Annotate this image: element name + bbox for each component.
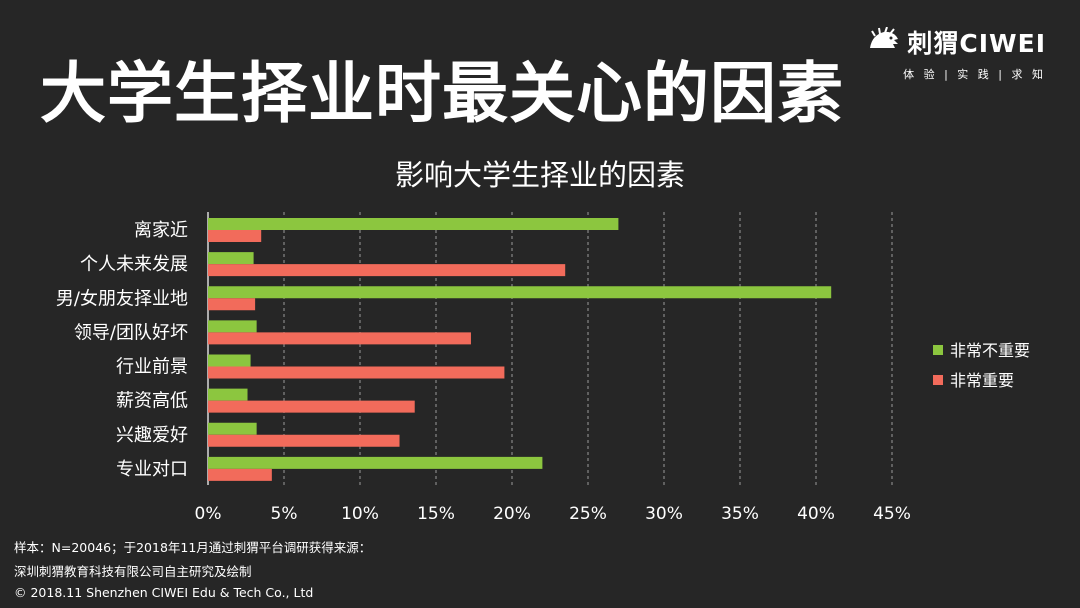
legend-swatch	[933, 375, 943, 385]
y-category-label: 领导/团队好坏	[74, 322, 188, 343]
bar-not-important	[208, 252, 254, 265]
x-tick-label: 45%	[873, 504, 911, 524]
bar-important	[208, 400, 415, 413]
x-tick-label: 35%	[721, 504, 759, 524]
x-tick-label: 0%	[195, 504, 222, 524]
chart-title: 影响大学生择业的因素	[394, 158, 685, 192]
x-tick-label: 15%	[417, 504, 455, 524]
bar-not-important	[208, 320, 257, 333]
y-category-label: 男/女朋友择业地	[56, 288, 188, 309]
bar-important	[208, 468, 272, 481]
brand-tagline: 体 验 | 实 践 | 求 知	[903, 68, 1046, 81]
y-category-label: 薪资高低	[116, 391, 188, 412]
bar-not-important	[208, 456, 543, 469]
x-tick-label: 20%	[493, 504, 531, 524]
brand-logo-row: 刺猬CIWEI	[870, 24, 1046, 60]
x-tick-label: 40%	[797, 504, 835, 524]
y-category-label: 行业前景	[116, 357, 188, 378]
y-category-label: 兴趣爱好	[116, 425, 188, 446]
bar-not-important	[208, 388, 248, 401]
bar-important	[208, 332, 471, 345]
bar-important	[208, 298, 256, 311]
bar-important	[208, 366, 505, 379]
brand-logo: 刺猬CIWEI 体 验 | 实 践 | 求 知	[870, 24, 1046, 82]
bar-not-important	[208, 218, 619, 230]
legend-swatch	[933, 345, 943, 355]
footnote-source: 深圳刺猬教育科技有限公司自主研究及绘制	[14, 564, 252, 579]
footnote-copyright: © 2018.11 Shenzhen CIWEI Edu & Tech Co.,…	[14, 585, 314, 600]
brand-name: 刺猬CIWEI	[907, 29, 1046, 58]
bar-not-important	[208, 286, 832, 299]
x-tick-label: 25%	[569, 504, 607, 524]
bar-important	[208, 264, 566, 277]
bar-not-important	[208, 422, 257, 435]
x-tick-label: 5%	[271, 504, 298, 524]
y-category-label: 专业对口	[116, 459, 188, 480]
page-title: 大学生择业时最关心的因素	[40, 55, 844, 132]
legend-label: 非常重要	[950, 371, 1014, 390]
x-tick-label: 10%	[341, 504, 379, 524]
legend-label: 非常不重要	[950, 341, 1030, 360]
y-category-label: 离家近	[134, 220, 188, 241]
hedgehog-icon	[867, 26, 901, 57]
footnote-sample: 样本：N=20046；于2018年11月通过刺猬平台调研获得来源：	[14, 540, 372, 555]
y-category-label: 个人未来发展	[80, 254, 188, 275]
bar-important	[208, 434, 400, 447]
bar-not-important	[208, 354, 251, 367]
bar-important	[208, 230, 262, 242]
x-tick-label: 30%	[645, 504, 683, 524]
